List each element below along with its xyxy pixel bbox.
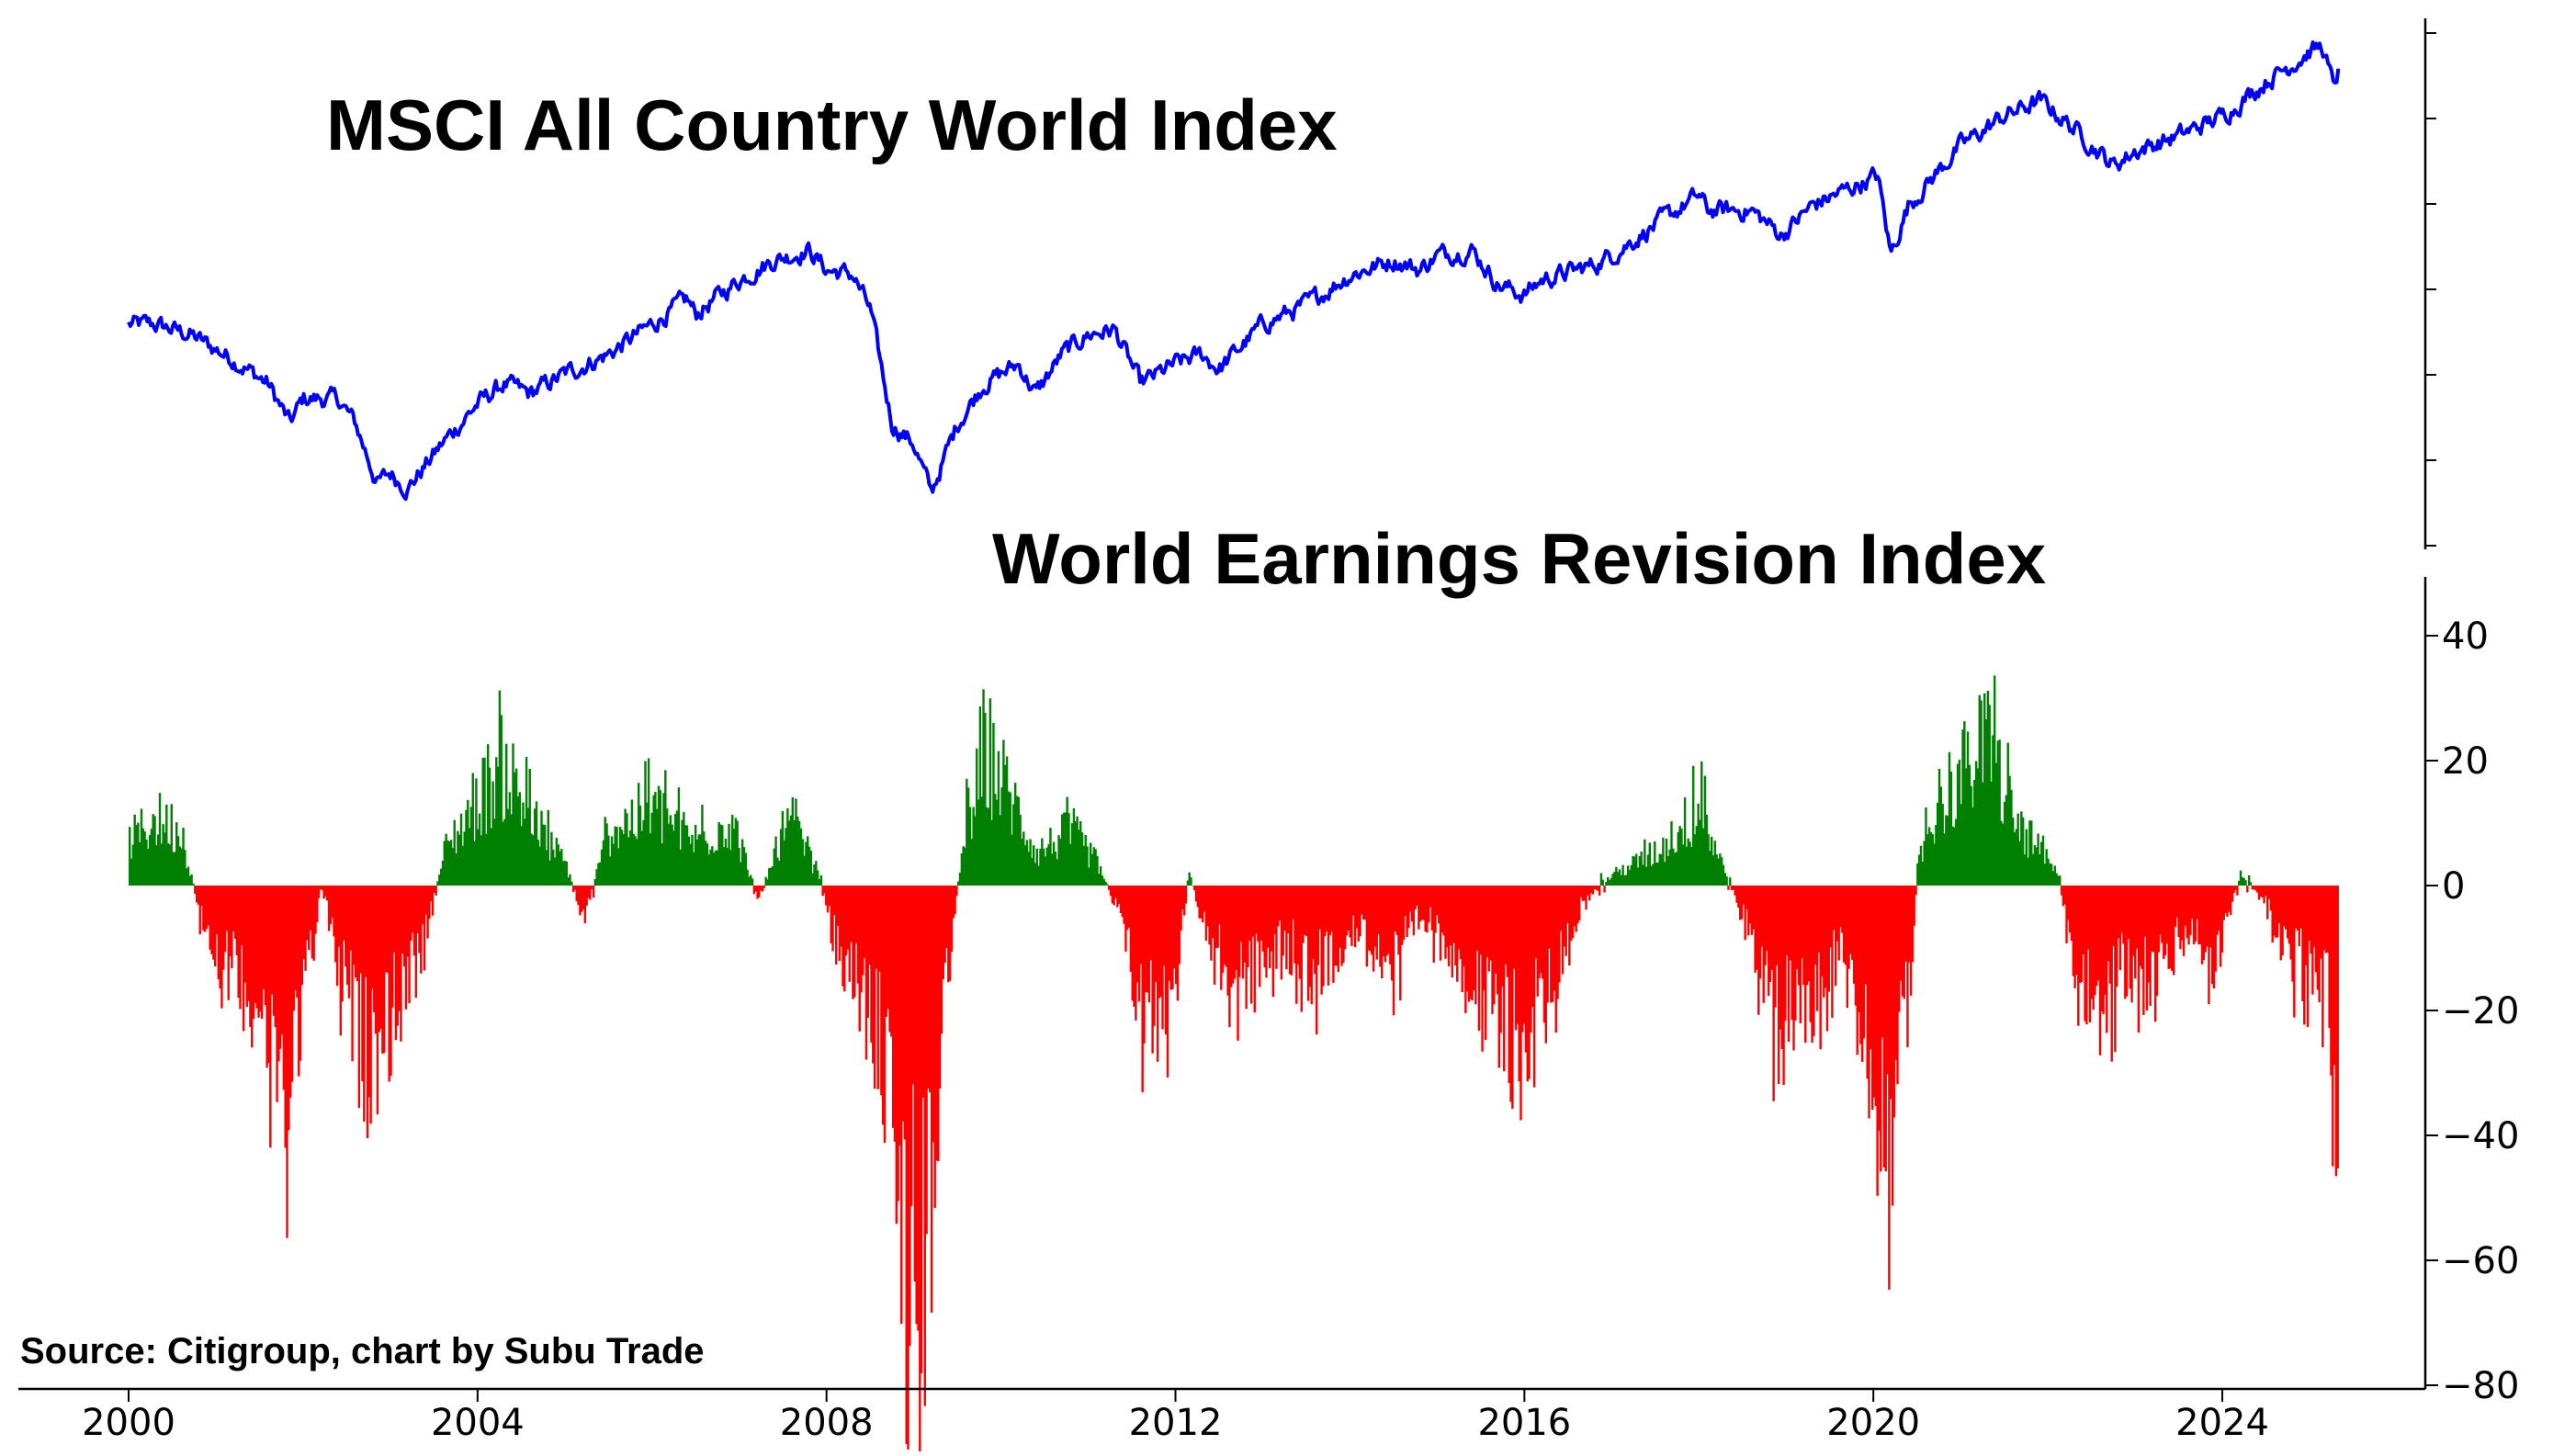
revision-bar [1598, 886, 1600, 896]
revision-bar [1725, 876, 1727, 886]
revision-bar [1185, 886, 1187, 904]
revision-bar [2244, 880, 2246, 886]
revision-bar [751, 878, 753, 886]
revision-bar [2059, 875, 2061, 886]
revision-y-tick-label: −20 [2442, 990, 2519, 1033]
revision-bar [2236, 886, 2238, 896]
x-tick-label: 2020 [1826, 1402, 1920, 1444]
revision-bar [2250, 882, 2252, 886]
x-tick-label: 2012 [1129, 1402, 1223, 1444]
x-tick-label: 2016 [1477, 1402, 1571, 1444]
revision-y-tick-label: −40 [2442, 1115, 2519, 1157]
revision-bar [1729, 877, 1731, 886]
x-tick-label: 2024 [2175, 1402, 2269, 1444]
revision-y-tick-label: −60 [2442, 1240, 2519, 1282]
revision-y-tick-label: 40 [2442, 615, 2489, 658]
msci-chart-title: MSCI All Country World Index [326, 85, 1338, 165]
revision-bar [1602, 880, 1604, 886]
revision-bar [820, 875, 822, 886]
revision-bar [1727, 886, 1729, 890]
revision-bar [1915, 886, 1916, 895]
x-tick-label: 2000 [82, 1402, 175, 1444]
x-tick-label: 2008 [780, 1402, 874, 1444]
revision-bar [1603, 886, 1605, 893]
revision-y-tick-label: 20 [2442, 740, 2489, 783]
revision-bar [2246, 886, 2248, 892]
revision-bar [1190, 877, 1192, 886]
revision-y-tick-label: 0 [2442, 865, 2465, 908]
revision-bar [435, 886, 436, 896]
revision-chart-title: World Earnings Revision Index [992, 518, 2046, 599]
x-tick-label: 2004 [431, 1402, 525, 1444]
source-note: Source: Citigroup, chart by Subu Trade [20, 1331, 705, 1371]
revision-bar [192, 884, 194, 886]
revision-bar [2337, 886, 2339, 1168]
revision-bar [955, 886, 957, 897]
revision-bar [1106, 884, 1108, 886]
revision-bar [593, 886, 594, 897]
revision-bar [763, 886, 765, 888]
revision-bar [570, 882, 572, 886]
axes-group: 40 20 0 −20 −40 −60 −80 2000 2004 2008 2012 2016 202… [18, 18, 2519, 1444]
revision-y-tick-label: −80 [2442, 1365, 2519, 1407]
